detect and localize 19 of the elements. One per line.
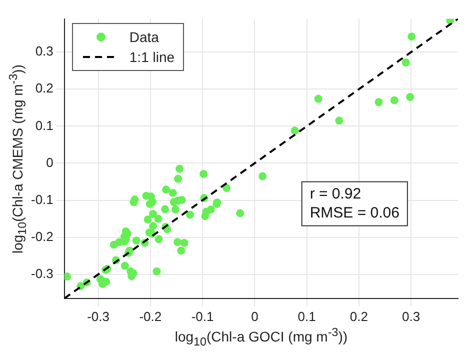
x-tick-label: -0.1	[191, 308, 214, 324]
y-tick-label: -0.1	[30, 192, 54, 207]
x-tick-label: -0.2	[139, 308, 162, 324]
y-tick-label: -0.3	[30, 266, 54, 281]
x-tick-label: 0.1	[298, 308, 316, 324]
x-tick-label: 0	[251, 308, 258, 324]
y-tick-label: 0.2	[35, 80, 54, 96]
legend-label: Data	[129, 28, 159, 45]
x-tick-label: 0.3	[402, 308, 420, 324]
y-tick-label: 0.3	[35, 44, 54, 59]
y-tick-label: -0.2	[30, 228, 54, 244]
x-tick-label: 0.2	[350, 308, 368, 324]
y-tick-label: 0	[46, 154, 54, 170]
x-axis-title: log$_{10}$(Chl-a GOCI (mg m$^{-3}$))	[174, 326, 348, 348]
annotation: RMSE = 0.06	[310, 204, 400, 222]
y-tick-label: 0.1	[35, 118, 54, 133]
legend-label: 1:1 line	[129, 48, 175, 65]
x-tick-label: -0.3	[87, 308, 110, 324]
annotation: r = 0.92	[310, 185, 362, 202]
